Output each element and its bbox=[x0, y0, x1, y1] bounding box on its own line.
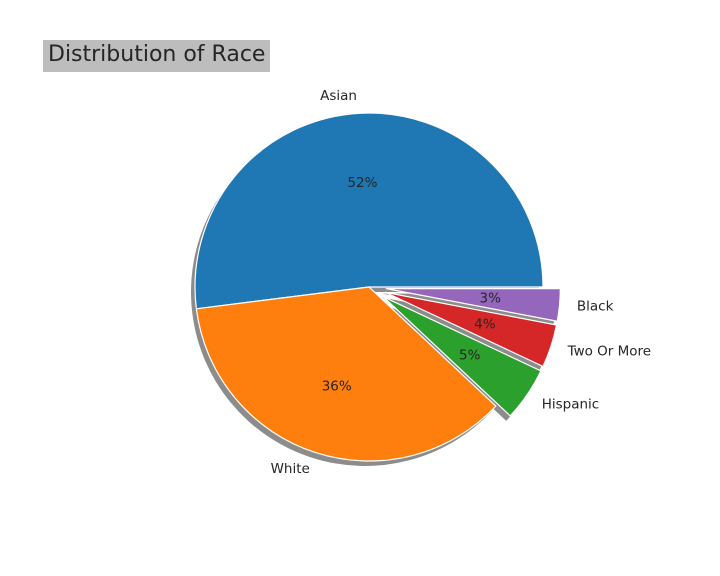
slice-two-or-more bbox=[384, 291, 558, 368]
percent-label-white: 36% bbox=[322, 378, 352, 394]
slice-black bbox=[385, 288, 561, 322]
percent-label-hispanic: 5% bbox=[459, 347, 481, 363]
chart-title: Distribution of Race bbox=[43, 40, 271, 72]
category-label-asian: Asian bbox=[320, 88, 357, 104]
percent-label-asian: 52% bbox=[347, 175, 377, 191]
slice-hispanic bbox=[382, 296, 542, 417]
category-label-black: Black bbox=[577, 299, 614, 315]
labels: Asian 52% White 36% Hispanic 5% Two Or More 4% B… bbox=[271, 88, 652, 477]
percent-label-black: 3% bbox=[480, 290, 502, 306]
category-label-two-or-more: Two Or More bbox=[567, 344, 652, 360]
category-label-white: White bbox=[271, 461, 310, 477]
category-label-hispanic: Hispanic bbox=[542, 396, 600, 412]
percent-label-two-or-more: 4% bbox=[474, 317, 496, 333]
slice-white bbox=[195, 286, 497, 462]
slices bbox=[194, 112, 561, 462]
slice-asian bbox=[194, 112, 544, 310]
